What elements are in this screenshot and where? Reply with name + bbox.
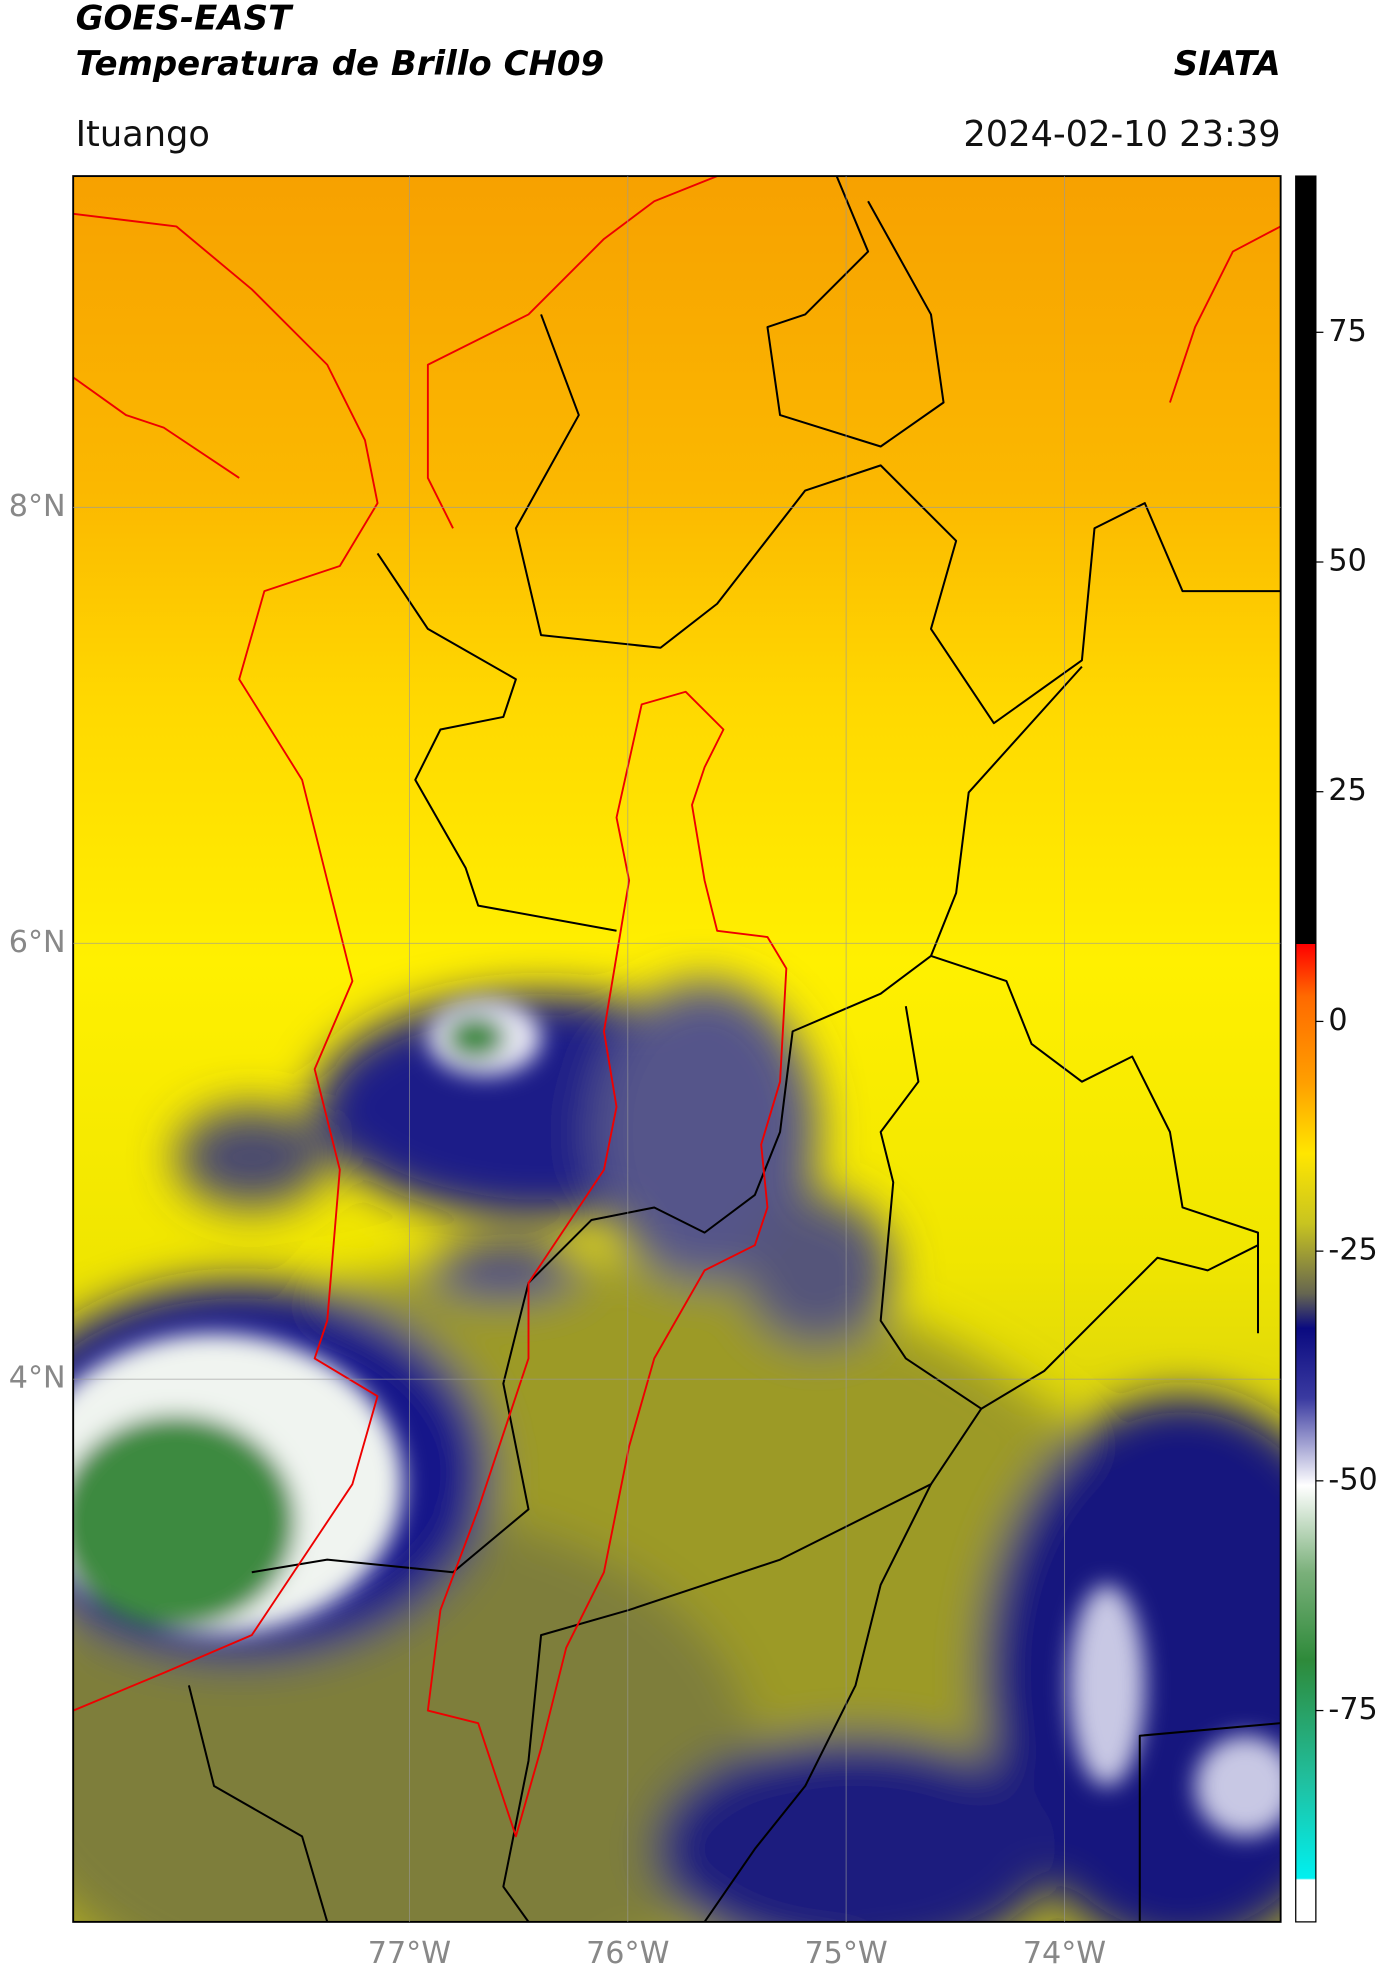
x-tick-label: 77°W bbox=[368, 1936, 451, 1971]
source: SIATA bbox=[1174, 44, 1281, 84]
datetime: 2024-02-10 23:39 bbox=[963, 114, 1280, 155]
region: Ituango bbox=[76, 114, 210, 155]
colorbar-tick-label: 75 bbox=[1328, 314, 1366, 349]
y-tick-label: 6°N bbox=[9, 925, 66, 960]
colorbar-tick-label: -25 bbox=[1328, 1233, 1377, 1268]
colorbar-tick-label: 25 bbox=[1328, 773, 1366, 808]
y-tick-label: 8°N bbox=[9, 489, 66, 524]
colorbar-tick-label: 0 bbox=[1328, 1003, 1347, 1038]
x-tick-label: 74°W bbox=[1023, 1936, 1106, 1971]
subtitle: Temperatura de Brillo CH09 bbox=[76, 44, 604, 84]
y-tick-label: 4°N bbox=[9, 1361, 66, 1396]
x-tick-label: 75°W bbox=[804, 1936, 887, 1971]
colorbar-tick-label: -50 bbox=[1328, 1462, 1377, 1497]
colorbar-tick-label: 50 bbox=[1328, 544, 1366, 579]
satellite-image bbox=[73, 176, 1281, 1922]
title: GOES-EAST bbox=[76, 0, 294, 39]
map-frame bbox=[72, 175, 1282, 1923]
x-tick-label: 76°W bbox=[586, 1936, 669, 1971]
colorbar bbox=[1295, 175, 1317, 1923]
colorbar-tick-label: -75 bbox=[1328, 1692, 1377, 1727]
